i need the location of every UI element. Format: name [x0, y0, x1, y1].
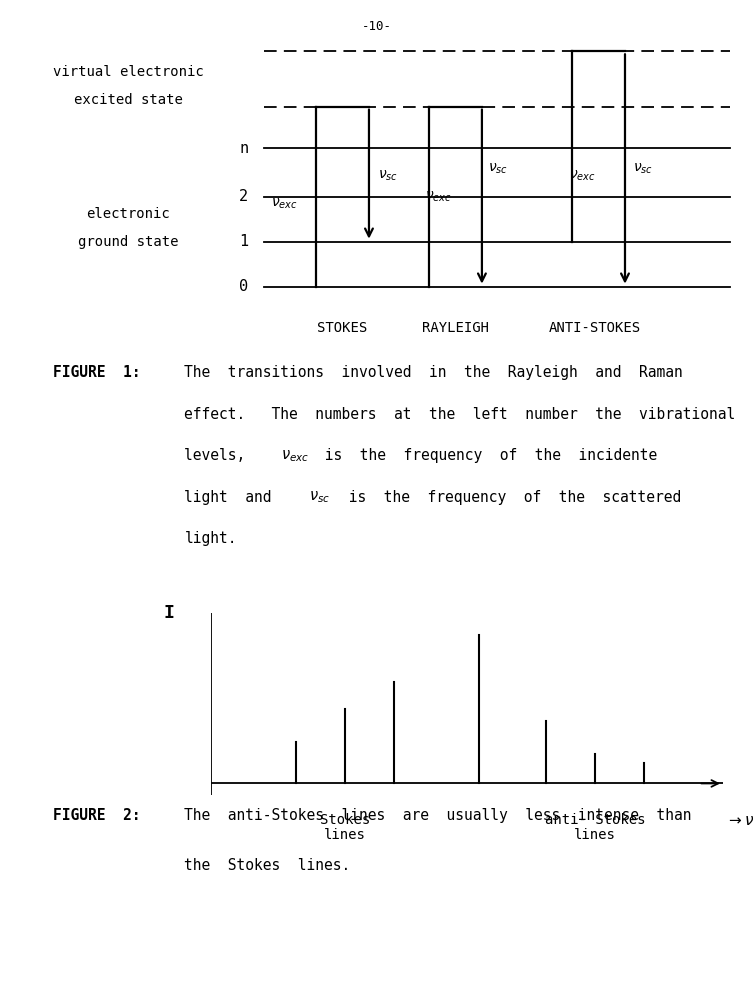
- Text: FIGURE  2:: FIGURE 2:: [53, 808, 140, 823]
- Text: $\nu_{sc}$: $\nu_{sc}$: [488, 162, 508, 176]
- Text: $\nu_{sc}$: $\nu_{sc}$: [378, 169, 398, 183]
- Text: virtual electronic: virtual electronic: [53, 65, 203, 79]
- Text: Stokes: Stokes: [320, 813, 370, 827]
- Text: levels,: levels,: [184, 449, 264, 463]
- Text: is  the  frequency  of  the  incidente: is the frequency of the incidente: [316, 449, 657, 463]
- Text: anti- Stokes: anti- Stokes: [544, 813, 645, 827]
- Text: n: n: [239, 140, 248, 156]
- Text: excited state: excited state: [74, 93, 182, 107]
- Text: 1: 1: [239, 234, 248, 249]
- Text: is  the  frequency  of  the  scattered: is the frequency of the scattered: [340, 490, 681, 505]
- Text: ANTI-STOKES: ANTI-STOKES: [549, 321, 641, 335]
- Text: $\nu_{sc}$: $\nu_{sc}$: [309, 490, 330, 505]
- Text: $\nu_{sc}$: $\nu_{sc}$: [633, 162, 653, 176]
- Text: RAYLEIGH: RAYLEIGH: [422, 321, 489, 335]
- Text: The  anti-Stokes  lines  are  usually  less  intense  than: The anti-Stokes lines are usually less i…: [184, 808, 692, 823]
- Text: STOKES: STOKES: [318, 321, 367, 335]
- Text: electronic: electronic: [86, 206, 170, 221]
- Text: $\nu_{exc}$: $\nu_{exc}$: [425, 190, 452, 204]
- Text: $\nu_{exc}$: $\nu_{exc}$: [281, 449, 309, 463]
- Text: The  transitions  involved  in  the  Rayleigh  and  Raman: The transitions involved in the Rayleigh…: [184, 366, 683, 380]
- Text: -10-: -10-: [361, 21, 392, 34]
- Text: effect.   The  numbers  at  the  left  number  the  vibrational: effect. The numbers at the left number t…: [184, 407, 736, 422]
- Text: $\rightarrow \nu$: $\rightarrow \nu$: [726, 813, 753, 828]
- Text: $\nu_{exc}$: $\nu_{exc}$: [569, 169, 595, 183]
- Text: 0: 0: [239, 279, 248, 294]
- Text: ground state: ground state: [78, 234, 178, 249]
- Text: I: I: [163, 604, 174, 621]
- Text: $\nu_{exc}$: $\nu_{exc}$: [271, 197, 297, 210]
- Text: lines: lines: [324, 828, 366, 842]
- Text: lines: lines: [574, 828, 616, 842]
- Text: light.: light.: [184, 532, 237, 546]
- Text: FIGURE  1:: FIGURE 1:: [53, 366, 140, 380]
- Text: the  Stokes  lines.: the Stokes lines.: [184, 858, 351, 872]
- Text: 2: 2: [239, 189, 248, 205]
- Text: light  and: light and: [184, 490, 289, 505]
